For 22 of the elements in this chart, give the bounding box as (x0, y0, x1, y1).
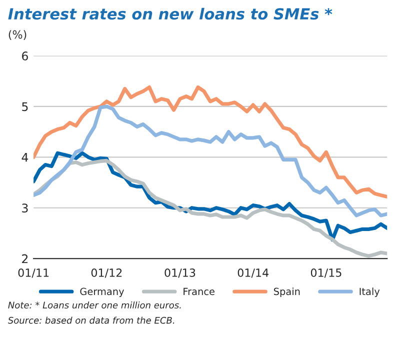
x-tick-label: 01/13 (164, 268, 196, 278)
x-tick-label: 01/11 (18, 268, 49, 278)
legend-label: Spain (274, 288, 300, 298)
y-tick-label: 6 (22, 51, 28, 60)
line-series (34, 104, 388, 218)
line-series (34, 158, 388, 258)
y-tick-label: 4 (22, 153, 28, 162)
line-series (34, 85, 388, 199)
x-tick-label: 01/15 (310, 268, 342, 278)
legend-label: Germany (80, 288, 124, 298)
line-series (34, 151, 388, 242)
legend-label: France (184, 288, 214, 296)
x-tick-label: 01/14 (238, 268, 268, 278)
x-tick-label: 01/12 (91, 268, 122, 278)
source-note: Source: based on data from the ECB. (8, 316, 174, 324)
y-axis-title: (%) (8, 30, 26, 40)
legend-label: Italy (360, 288, 380, 298)
text: Note: * Loans under one million euros. (8, 302, 181, 309)
chart-title: Interest rates on new loans to SMEs * (8, 8, 332, 20)
y-tick-label: 3 (22, 204, 28, 213)
y-tick-label: 5 (22, 102, 28, 112)
y-tick-label: 2 (22, 254, 28, 264)
